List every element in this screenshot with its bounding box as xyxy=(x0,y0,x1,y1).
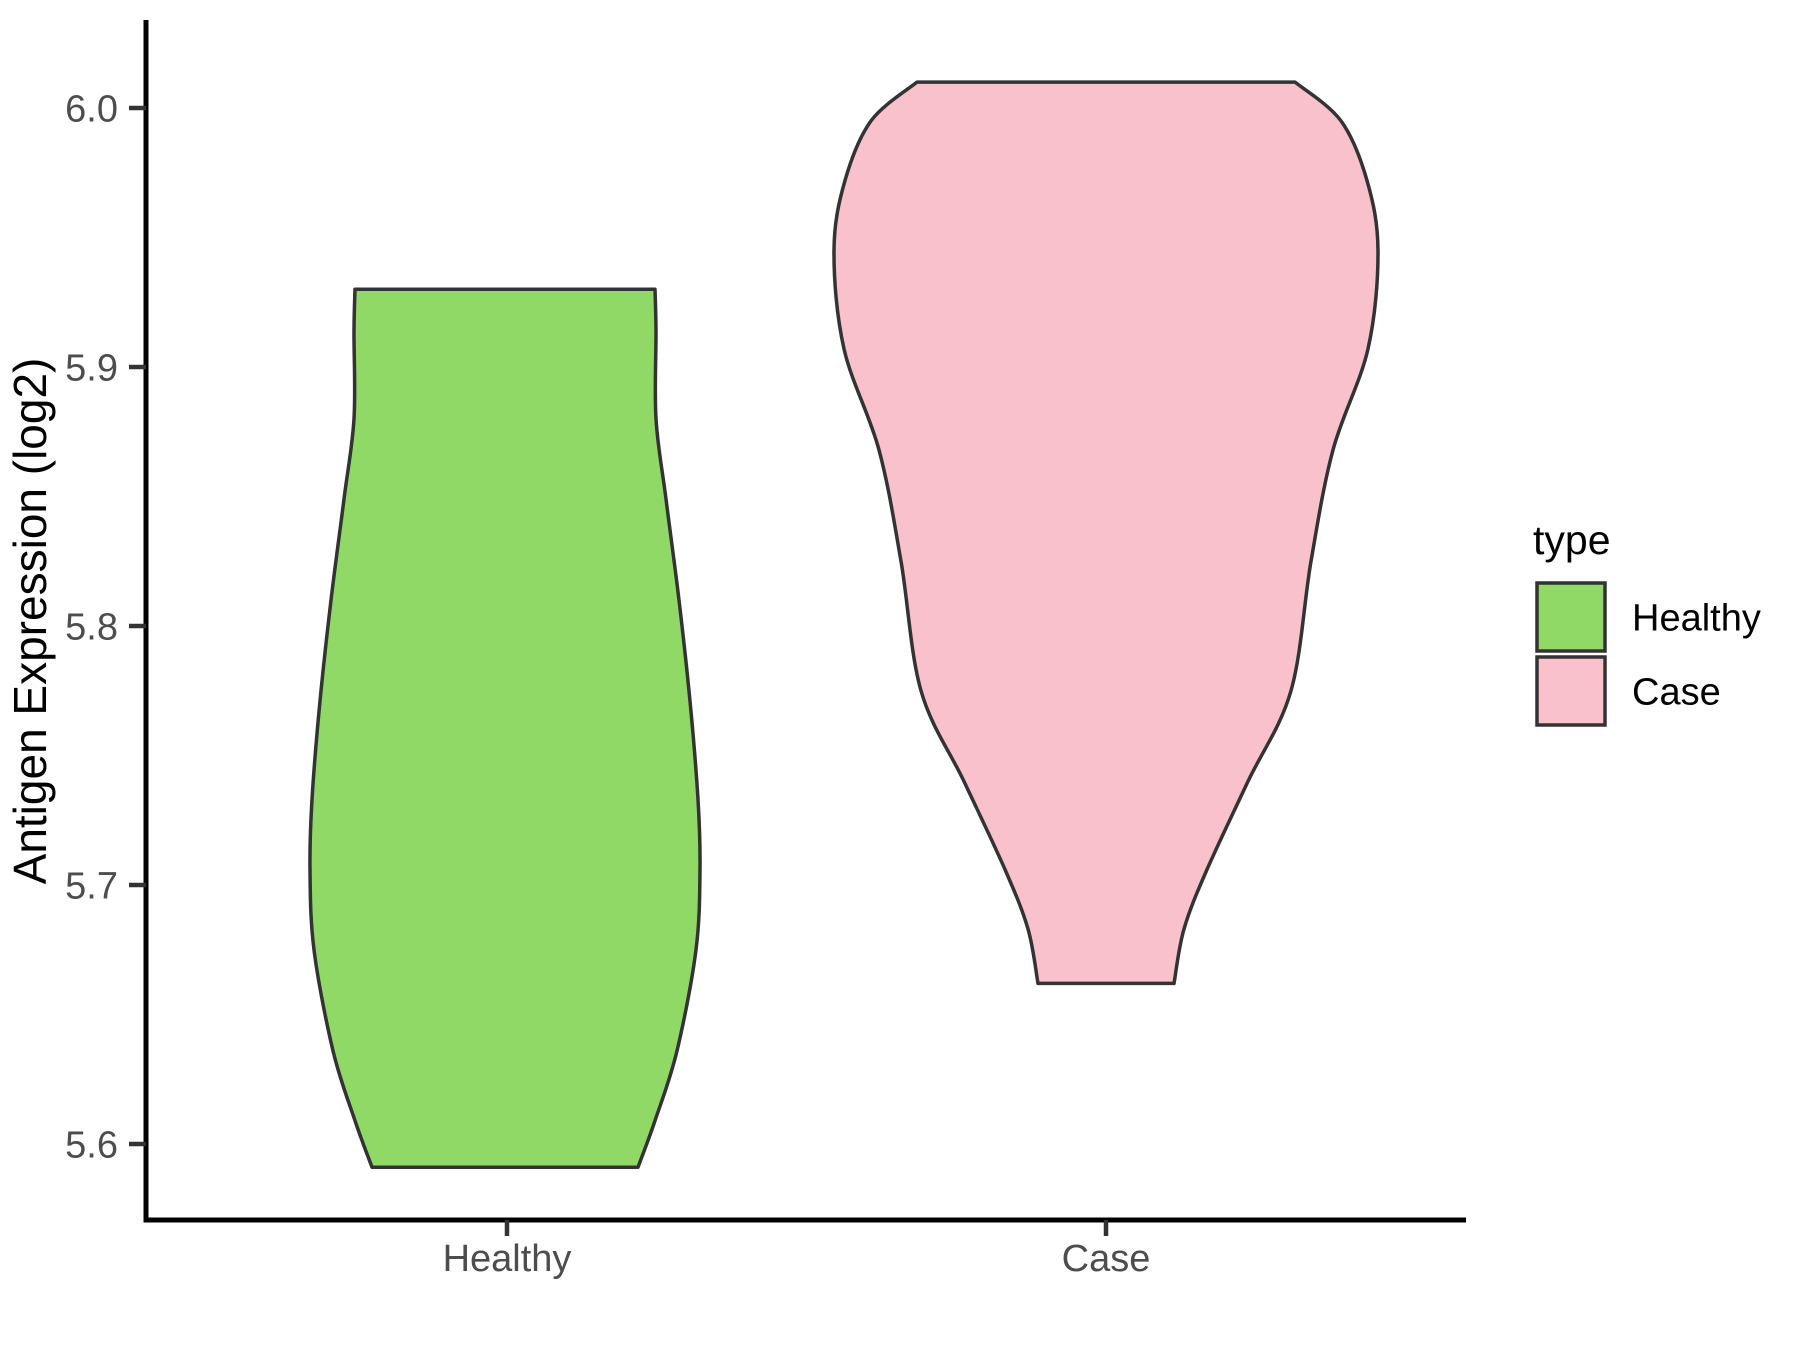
violin-healthy xyxy=(308,287,702,1170)
legend: type Healthy Case xyxy=(1533,517,1761,727)
violin-case xyxy=(832,80,1380,986)
legend-swatch-healthy xyxy=(1535,581,1607,653)
x-tick-marks xyxy=(504,1220,1109,1236)
y-tick-label: 5.7 xyxy=(65,866,118,908)
legend-label-healthy: Healthy xyxy=(1632,598,1761,640)
y-tick-label: 5.6 xyxy=(65,1125,118,1167)
y-tick-label: 5.8 xyxy=(65,607,118,649)
y-tick-labels: 6.0 5.9 5.8 5.7 5.6 xyxy=(65,89,118,1167)
legend-label-case: Case xyxy=(1632,672,1721,714)
x-tick-label-healthy: Healthy xyxy=(443,1238,572,1280)
y-tick-label: 5.9 xyxy=(65,348,118,390)
x-tick-label-case: Case xyxy=(1062,1238,1151,1280)
x-tick-labels: Healthy Case xyxy=(443,1238,1151,1280)
y-tick-label: 6.0 xyxy=(65,89,118,131)
legend-swatch-case xyxy=(1535,655,1607,727)
y-tick-marks xyxy=(129,105,146,1147)
legend-title: type xyxy=(1533,517,1611,563)
plot-area xyxy=(308,80,1380,1170)
y-axis-title: Antigen Expression (log2) xyxy=(4,358,56,885)
